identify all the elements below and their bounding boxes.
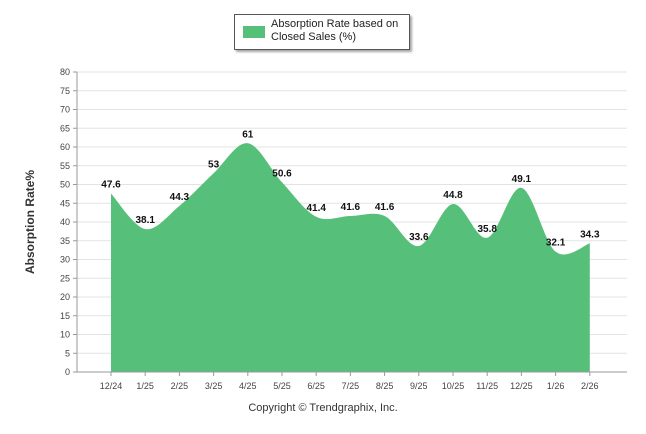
y-tick-label: 35	[60, 236, 70, 246]
data-label: 44.8	[443, 190, 463, 201]
data-label: 41.4	[306, 203, 326, 214]
y-tick-label: 80	[60, 67, 70, 77]
y-tick-label: 0	[65, 367, 70, 377]
data-label: 38.1	[135, 215, 155, 226]
data-label: 53	[208, 159, 220, 170]
y-axis-label: Absorption Rate%	[23, 169, 37, 275]
data-label: 44.3	[170, 192, 190, 203]
x-tick-label: 8/25	[376, 381, 394, 391]
data-label: 50.6	[272, 168, 292, 179]
data-label: 49.1	[512, 174, 532, 185]
legend-swatch	[243, 26, 265, 38]
x-tick-label: 2/25	[171, 381, 189, 391]
x-tick-label: 1/25	[136, 381, 154, 391]
y-tick-label: 50	[60, 180, 70, 190]
x-tick-label: 12/24	[100, 381, 123, 391]
legend-label: Absorption Rate based on Closed Sales (%…	[271, 18, 399, 43]
data-label: 41.6	[375, 202, 395, 213]
x-tick-label: 1/26	[547, 381, 565, 391]
legend: Absorption Rate based on Closed Sales (%…	[234, 14, 410, 50]
area-fill	[111, 143, 590, 372]
y-tick-label: 75	[60, 86, 70, 96]
y-tick-label: 55	[60, 161, 70, 171]
y-tick-label: 15	[60, 311, 70, 321]
y-tick-label: 45	[60, 198, 70, 208]
data-label: 33.6	[409, 232, 429, 243]
y-tick-label: 5	[65, 348, 70, 358]
x-tick-label: 5/25	[273, 381, 291, 391]
x-axis-ticks: 12/24 1/25 2/25 3/25 4/25 5/25 6/25 7/25 8/25 9/2…	[100, 372, 599, 391]
x-tick-label: 6/25	[307, 381, 325, 391]
area-series	[111, 143, 590, 372]
y-tick-label: 70	[60, 105, 70, 115]
data-label: 47.6	[101, 180, 121, 191]
data-label: 41.6	[341, 202, 361, 213]
y-axis-ticks: 0 5 10 15 20 25 30 35 40 45 50 55 60 65 70 75 80	[60, 67, 77, 377]
data-label: 35.8	[477, 224, 497, 235]
x-tick-label: 4/25	[239, 381, 257, 391]
data-label: 32.1	[546, 238, 566, 249]
y-tick-label: 20	[60, 292, 70, 302]
data-labels: 47.6 38.1 44.3 53 61 50.6 41.4 41.6 41.6 33.6 44.8…	[101, 129, 600, 248]
data-label: 34.3	[580, 229, 600, 240]
y-tick-label: 10	[60, 330, 70, 340]
x-tick-label: 11/25	[476, 381, 498, 391]
copyright-text: Copyright © Trendgraphix, Inc.	[248, 402, 398, 414]
y-tick-label: 30	[60, 255, 70, 265]
x-tick-label: 12/25	[510, 381, 533, 391]
x-tick-label: 9/25	[410, 381, 428, 391]
x-tick-label: 10/25	[442, 381, 465, 391]
data-label: 61	[242, 129, 254, 140]
y-tick-label: 40	[60, 217, 70, 227]
y-tick-label: 60	[60, 142, 70, 152]
y-tick-label: 25	[60, 273, 70, 283]
y-tick-label: 65	[60, 123, 70, 133]
x-tick-label: 7/25	[342, 381, 360, 391]
x-tick-label: 2/26	[581, 381, 599, 391]
x-tick-label: 3/25	[205, 381, 223, 391]
